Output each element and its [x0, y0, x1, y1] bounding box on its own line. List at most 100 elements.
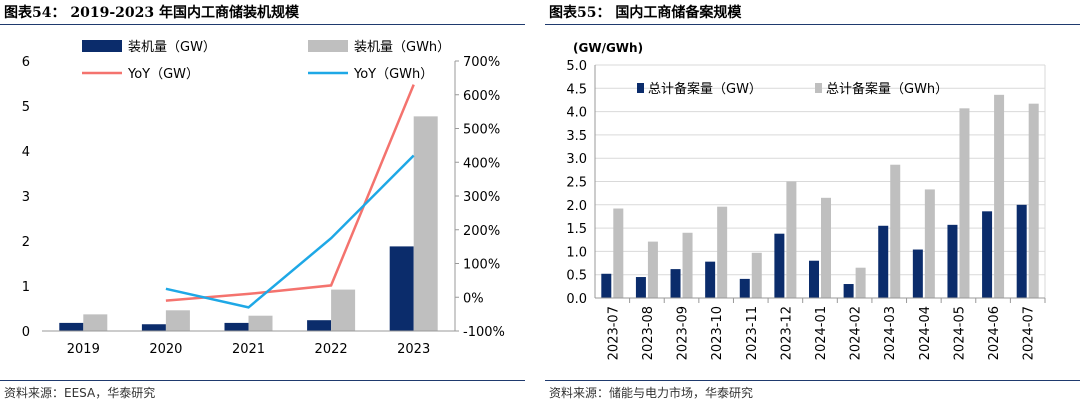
left-x-tick-label: 2022 — [315, 342, 348, 357]
right-y-tick-label: 5.0 — [566, 59, 587, 74]
right-bar — [809, 260, 819, 298]
right-bar — [786, 181, 797, 298]
left-y2-tick-label: 700% — [463, 55, 500, 70]
left-x-tick-label: 2019 — [67, 342, 100, 357]
right-bar — [947, 224, 958, 298]
left-y2-tick-label: -100% — [463, 325, 505, 340]
right-chart-panel: 图表55： 国内工商储备案规模 (GW/GWh) 0.0 0.5 1.0 1.5 2.0 2… — [545, 0, 1080, 411]
right-bar — [717, 206, 728, 298]
left-legend-swatch — [82, 40, 122, 52]
right-x-tick-label: 2023-11 — [745, 306, 760, 360]
right-x-tick-label: 2024-04 — [918, 306, 933, 360]
right-bar — [890, 164, 901, 298]
left-y2-tick-label: 300% — [463, 190, 500, 205]
right-x-tick-label: 2024-03 — [883, 306, 898, 360]
left-x-tick-label: 2020 — [149, 342, 182, 357]
left-title-rule — [0, 24, 525, 25]
left-x-tick-label: 2021 — [232, 342, 265, 357]
right-x-tick-label: 2023-08 — [641, 306, 656, 360]
right-bar — [635, 277, 646, 298]
right-x-tick-label: 2024-07 — [1022, 306, 1037, 360]
left-legend-swatch — [308, 40, 348, 52]
right-x-tick-label: 2024-06 — [987, 306, 1002, 360]
right-x-tick-label: 2024-02 — [849, 306, 864, 360]
right-y-tick-label: 3.0 — [566, 152, 587, 167]
right-bar — [912, 249, 923, 298]
left-bar — [141, 324, 166, 331]
right-legend-swatch — [815, 83, 822, 93]
left-legend-label: 装机量（GWh） — [354, 40, 450, 55]
right-x-tick-label: 2024-01 — [814, 306, 829, 360]
right-y-tick-label: 2.0 — [566, 199, 587, 214]
right-y-tick-label: 1.5 — [566, 222, 587, 237]
right-bar — [774, 233, 785, 298]
right-bar — [670, 269, 681, 298]
right-y-tick-label: 2.5 — [566, 176, 587, 191]
right-chart-source: 资料来源：储能与电力市场，华泰研究 — [549, 386, 754, 400]
right-x-tick-label: 2023-07 — [606, 306, 621, 360]
left-bar — [224, 322, 249, 331]
right-bar — [843, 284, 854, 298]
left-y-tick-label: 5 — [22, 100, 30, 115]
right-bar — [878, 225, 889, 298]
right-bar — [994, 94, 1005, 298]
right-source-rule — [545, 380, 1080, 381]
right-bar — [982, 211, 993, 298]
left-y2-tick-label: 200% — [463, 224, 500, 239]
left-bar — [59, 322, 84, 331]
right-y-tick-label: 0.0 — [566, 292, 587, 307]
right-x-tick-label: 2023-10 — [710, 306, 725, 360]
left-y-tick-label: 3 — [22, 190, 30, 205]
right-y-tick-label: 3.5 — [566, 129, 587, 144]
right-x-tick-label: 2023-09 — [676, 306, 691, 360]
left-bar — [331, 289, 356, 331]
right-y-tick-label: 4.5 — [566, 82, 587, 97]
right-legend-label: 总计备案量（GWh） — [826, 81, 948, 97]
right-y-tick-label: 4.0 — [566, 106, 587, 121]
left-bar — [165, 310, 190, 331]
right-title-rule — [545, 24, 1080, 25]
left-y2-tick-label: 100% — [463, 258, 500, 273]
right-bar — [705, 261, 716, 298]
left-legend-label: 装机量（GW） — [128, 40, 216, 55]
left-line-series — [165, 154, 415, 309]
left-legend-label: YoY（GW） — [127, 67, 199, 82]
left-bar — [83, 314, 108, 331]
right-bar — [821, 197, 831, 298]
left-x-tick-label: 2023 — [397, 342, 430, 357]
left-y2-tick-label: 400% — [463, 156, 500, 171]
left-y-tick-label: 4 — [22, 145, 30, 160]
right-bar — [1016, 204, 1027, 298]
left-bar — [248, 315, 273, 331]
right-bar — [613, 208, 624, 298]
right-chart-title: 图表55： 国内工商储备案规模 — [549, 5, 742, 21]
right-bar — [1028, 103, 1039, 298]
right-x-tick-label: 2023-12 — [779, 306, 794, 360]
left-chart-title: 图表54： 2019-2023 年国内工商储装机规模 — [4, 5, 299, 21]
right-bar — [751, 252, 762, 298]
right-legend-swatch — [637, 83, 644, 93]
right-bar — [924, 189, 935, 298]
right-bar — [959, 108, 970, 298]
left-y-tick-label: 1 — [22, 280, 30, 295]
left-legend-label: YoY（GWh） — [353, 67, 433, 82]
left-chart-source: 资料来源：EESA，华泰研究 — [4, 386, 156, 400]
left-chart-svg: 0 1 2 3 4 5 6 -100% 0% 100% 200% 300% 400% 500% 600% 70… — [22, 40, 505, 357]
left-y2-tick-label: 0% — [463, 291, 484, 306]
left-y2-tick-label: 500% — [463, 123, 500, 138]
right-legend-label: 总计备案量（GW） — [648, 81, 762, 97]
right-x-tick-label: 2024-05 — [952, 306, 967, 360]
right-bar — [739, 278, 750, 298]
left-chart-panel: 图表54： 2019-2023 年国内工商储装机规模 0 1 2 3 4 5 6 -100% 0… — [0, 0, 525, 411]
left-y-tick-label: 0 — [22, 325, 30, 340]
left-y-tick-label: 6 — [22, 55, 30, 70]
left-bar — [389, 246, 414, 331]
right-y-tick-label: 0.5 — [566, 269, 587, 284]
left-source-rule — [0, 380, 525, 381]
right-bar — [647, 241, 658, 298]
right-bar — [601, 273, 612, 298]
left-y2-tick-label: 600% — [463, 89, 500, 104]
left-y-tick-label: 2 — [22, 235, 30, 250]
right-bar — [682, 232, 693, 298]
right-y-tick-label: 1.0 — [566, 245, 587, 260]
